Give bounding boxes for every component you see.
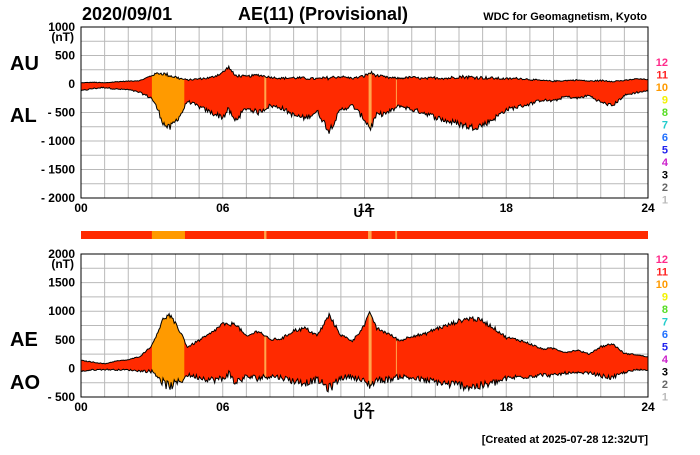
station-count-label: 7 bbox=[662, 120, 668, 132]
color-band bbox=[368, 71, 372, 130]
series-label-ao: AO bbox=[10, 372, 40, 394]
series-line-au bbox=[81, 64, 648, 84]
color-band bbox=[264, 75, 267, 111]
station-count-label: 10 bbox=[656, 82, 668, 94]
station-count-label: 11 bbox=[656, 70, 668, 82]
x-tick-label: 06 bbox=[216, 201, 230, 215]
color-band bbox=[151, 72, 185, 130]
x-tick-label: 24 bbox=[641, 201, 655, 215]
frames-layer bbox=[80, 26, 649, 398]
area-group-ae-ao bbox=[81, 310, 648, 393]
x-axis-title-top: U T bbox=[354, 205, 375, 220]
station-bar-segment bbox=[395, 231, 398, 239]
y-tick-label: 0 bbox=[68, 77, 75, 91]
color-band bbox=[368, 311, 372, 389]
station-count-label: 11 bbox=[656, 267, 668, 279]
series-line-ae bbox=[81, 310, 648, 365]
station-color-bar bbox=[81, 231, 648, 239]
plot-title: AE(11) (Provisional) bbox=[238, 4, 408, 24]
y-tick-label: 1500 bbox=[48, 276, 75, 290]
x-tick-label: 00 bbox=[74, 400, 88, 414]
series-line-ao bbox=[81, 368, 648, 393]
color-band bbox=[395, 78, 397, 108]
x-tick-label: 12 bbox=[358, 400, 372, 414]
station-count-label: 7 bbox=[662, 317, 668, 329]
y-tick-label: 500 bbox=[55, 333, 75, 347]
x-tick-label: 18 bbox=[500, 201, 514, 215]
area-fill-ae-ao bbox=[81, 311, 648, 392]
color-band bbox=[264, 336, 267, 378]
station-count-label: 4 bbox=[662, 157, 669, 169]
station-count-label: 1 bbox=[662, 392, 668, 404]
color-band bbox=[395, 337, 397, 376]
data-layer bbox=[81, 64, 648, 393]
data-source-label: WDC for Geomagnetism, Kyoto bbox=[483, 11, 647, 23]
y-tick-label: 500 bbox=[55, 49, 75, 63]
station-count-label: 5 bbox=[662, 145, 668, 157]
station-count-label: 3 bbox=[662, 170, 668, 182]
station-count-label: 2 bbox=[662, 182, 668, 194]
station-count-label: 8 bbox=[662, 304, 668, 316]
x-tick-label: 06 bbox=[216, 400, 230, 414]
x-tick-label: 24 bbox=[641, 400, 655, 414]
y-tick-label: 1000 bbox=[48, 304, 75, 318]
color-band bbox=[151, 313, 185, 390]
unit-label-bottom: (nT) bbox=[51, 257, 74, 271]
y-tick-label: - 1000 bbox=[41, 134, 75, 148]
station-bar-base bbox=[81, 231, 648, 239]
series-label-al: AL bbox=[10, 105, 37, 127]
created-timestamp: [Created at 2025-07-28 12:32UT] bbox=[482, 434, 649, 446]
station-count-label: 3 bbox=[662, 367, 668, 379]
station-bar-segment bbox=[151, 231, 185, 239]
x-tick-label: 12 bbox=[358, 201, 372, 215]
station-count-label: 9 bbox=[662, 292, 668, 304]
station-count-label: 10 bbox=[656, 279, 668, 291]
y-tick-label: - 1500 bbox=[41, 163, 75, 177]
x-tick-label: 18 bbox=[500, 400, 514, 414]
station-bar-segment bbox=[264, 231, 267, 239]
plot-date: 2020/09/01 bbox=[82, 4, 172, 24]
x-tick-label: 00 bbox=[74, 201, 88, 215]
y-tick-label: - 500 bbox=[48, 106, 76, 120]
station-count-label: 4 bbox=[662, 354, 669, 366]
station-count-label: 9 bbox=[662, 95, 668, 107]
plot-frame bbox=[80, 253, 649, 398]
plot-frame bbox=[80, 26, 649, 199]
x-axis-title-bottom: U T bbox=[354, 407, 375, 422]
area-group-au-al bbox=[81, 64, 648, 134]
station-count-label: 6 bbox=[662, 132, 668, 144]
y-tick-label: - 500 bbox=[48, 390, 76, 404]
station-count-label: 1 bbox=[662, 195, 668, 207]
series-label-ae: AE bbox=[10, 329, 38, 351]
station-bar-segment bbox=[368, 231, 372, 239]
series-line-al bbox=[81, 86, 648, 134]
y-tick-label: 1000 bbox=[48, 20, 75, 34]
station-count-label: 2 bbox=[662, 379, 668, 391]
unit-label-top: (nT) bbox=[51, 30, 74, 44]
station-count-label: 8 bbox=[662, 107, 668, 119]
station-count-label: 6 bbox=[662, 329, 668, 341]
station-count-label: 12 bbox=[656, 254, 668, 266]
station-count-label: 12 bbox=[656, 57, 668, 69]
station-count-label: 5 bbox=[662, 342, 668, 354]
series-label-au: AU bbox=[10, 53, 39, 75]
y-tick-label: - 2000 bbox=[41, 191, 75, 205]
y-tick-label: 2000 bbox=[48, 247, 75, 261]
y-tick-label: 0 bbox=[68, 361, 75, 375]
